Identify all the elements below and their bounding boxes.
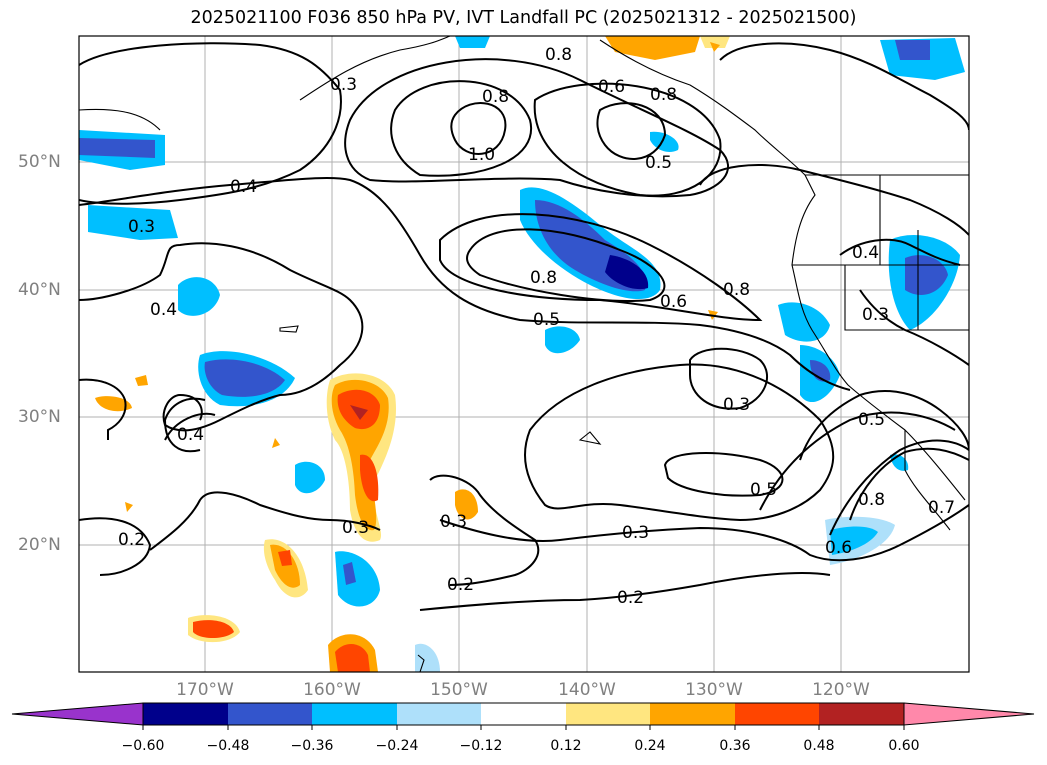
contour-label: 0.4 <box>852 243 879 263</box>
contour-label: 0.4 <box>230 177 257 197</box>
colorbar-bin <box>228 703 312 725</box>
lon-label: 130°W <box>685 680 743 700</box>
contour-label: 0.3 <box>723 395 750 415</box>
contour-label: 0.8 <box>482 87 509 107</box>
colorbar <box>11 702 1035 730</box>
colorbar-tick-label: −0.60 <box>121 738 165 754</box>
contour-label: 0.4 <box>177 425 204 445</box>
contour-label: 0.4 <box>150 300 177 320</box>
map-frame <box>78 35 970 673</box>
lat-label: 50°N <box>18 152 61 172</box>
contour-label: 0.3 <box>342 518 369 538</box>
contour-label: 0.3 <box>622 523 649 543</box>
contour-label: 0.6 <box>598 77 625 97</box>
colorbar-bin <box>397 703 481 725</box>
contour-label: 0.3 <box>128 217 155 237</box>
contour-label: 0.8 <box>650 85 677 105</box>
colorbar-bin <box>481 703 566 725</box>
lon-label: 150°W <box>430 680 488 700</box>
colorbar-bin <box>735 703 819 725</box>
coastlines <box>79 36 969 672</box>
contour-label: 0.8 <box>545 45 572 65</box>
contour-label: 0.3 <box>440 512 467 532</box>
colorbar-bin <box>650 703 735 725</box>
colorbar-bin <box>143 703 228 725</box>
contour-label: 0.3 <box>862 305 889 325</box>
pv-contours <box>79 42 969 611</box>
contour-label: 0.8 <box>858 490 885 510</box>
lon-label: 170°W <box>176 680 234 700</box>
colorbar-bin <box>566 703 650 725</box>
contour-label: 0.3 <box>330 75 357 95</box>
colorbar-bin <box>312 703 397 725</box>
colorbar-tick-label: 0.24 <box>634 738 666 754</box>
contour-label: 1.0 <box>468 145 495 165</box>
colorbar-tick-label: 0.48 <box>803 738 835 754</box>
contour-label: 0.2 <box>118 530 145 550</box>
colorbar-tick-label: 0.36 <box>719 738 751 754</box>
lon-label: 160°W <box>303 680 361 700</box>
colorbar-tick-label: 0.60 <box>888 738 920 754</box>
contour-label: 0.5 <box>645 153 672 173</box>
contour-label: 0.6 <box>825 538 852 558</box>
colorbar-tick-label: −0.12 <box>459 738 503 754</box>
contour-label: 0.5 <box>533 310 560 330</box>
lon-label: 120°W <box>812 680 870 700</box>
lat-label: 40°N <box>18 280 61 300</box>
contour-labels: 0.8 0.6 0.8 1.0 0.8 0.5 0.4 0.3 0.4 0.8 … <box>118 45 955 608</box>
lat-label: 30°N <box>18 407 61 427</box>
contour-label: 0.2 <box>447 575 474 595</box>
lon-label: 140°W <box>558 680 616 700</box>
contour-label: 0.8 <box>530 268 557 288</box>
colorbar-extend-min <box>11 702 144 726</box>
contour-label: 0.5 <box>750 480 777 500</box>
contour-label: 0.2 <box>617 588 644 608</box>
colorbar-tick-label: 0.12 <box>550 738 582 754</box>
contour-label: 0.7 <box>928 498 955 518</box>
map-title: 2025021100 F036 850 hPa PV, IVT Landfall… <box>190 8 857 28</box>
contour-label: 0.6 <box>660 292 687 312</box>
contour-label: 0.8 <box>723 280 750 300</box>
colorbar-tick-label: −0.48 <box>206 738 250 754</box>
contour-label: 0.5 <box>858 410 885 430</box>
colorbar-frame <box>142 702 905 726</box>
colorbar-extend-max <box>903 702 1035 726</box>
colorbar-bin <box>819 703 904 725</box>
colorbar-tick-label: −0.24 <box>375 738 419 754</box>
lat-label: 20°N <box>18 535 61 555</box>
positive-pv-shading <box>95 36 730 672</box>
colorbar-tick-label: −0.36 <box>290 738 334 754</box>
